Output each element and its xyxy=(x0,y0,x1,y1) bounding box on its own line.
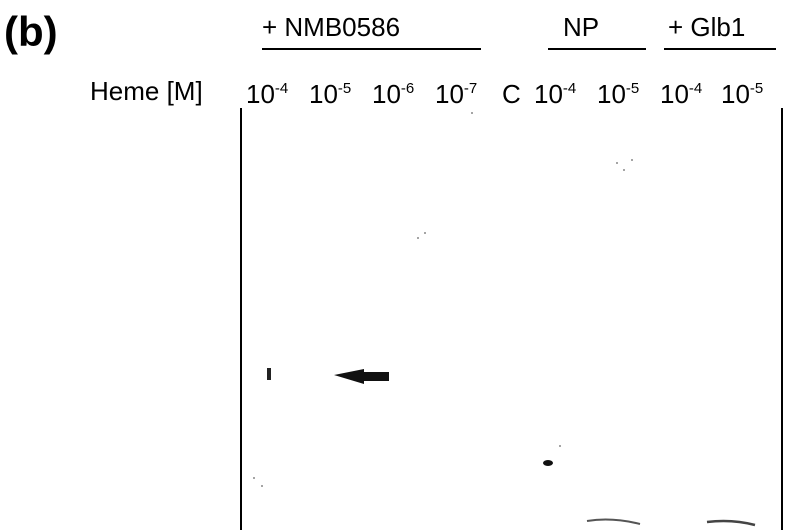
lane-base: 10 xyxy=(309,79,338,109)
spot xyxy=(543,460,553,466)
lane-exponent: -5 xyxy=(750,80,763,97)
lane-base: 10 xyxy=(246,79,275,109)
panel-label: (b) xyxy=(4,8,58,56)
lane-base: 10 xyxy=(372,79,401,109)
lane-base: 10 xyxy=(597,79,626,109)
lane-label: 10-4 xyxy=(246,79,288,110)
lane-label: 10-4 xyxy=(534,79,576,110)
lane-base: 10 xyxy=(435,79,464,109)
lane-exponent: -4 xyxy=(563,80,576,97)
lane-exponent: -7 xyxy=(464,80,477,97)
lane-exponent: -4 xyxy=(689,80,702,97)
smear xyxy=(707,521,755,525)
lane-label: C xyxy=(502,79,521,110)
group-label: + NMB0586 xyxy=(262,12,400,43)
lane-base: 10 xyxy=(534,79,563,109)
lane-exponent: -5 xyxy=(338,80,351,97)
group-label: + Glb1 xyxy=(668,12,745,43)
figure: (b) + NMB0586 NP + Glb1 Heme [M] 10-410-… xyxy=(0,0,789,530)
lane-exponent: -5 xyxy=(626,80,639,97)
lane-base: 10 xyxy=(721,79,750,109)
lane-base: 10 xyxy=(660,79,689,109)
band xyxy=(267,368,271,380)
specks xyxy=(253,112,633,487)
group-label: NP xyxy=(563,12,599,43)
arrow xyxy=(334,369,389,384)
group-underline xyxy=(664,48,776,50)
gel-spots xyxy=(242,108,781,530)
lane-label: 10-6 xyxy=(372,79,414,110)
lane-label: 10-4 xyxy=(660,79,702,110)
lane-label: 10-7 xyxy=(435,79,477,110)
lane-label: 10-5 xyxy=(721,79,763,110)
lane-label: 10-5 xyxy=(309,79,351,110)
lane-label: 10-5 xyxy=(597,79,639,110)
lane-base: C xyxy=(502,79,521,109)
row-label: Heme [M] xyxy=(90,76,203,107)
gel-image xyxy=(240,108,783,530)
group-underline xyxy=(262,48,481,50)
lane-exponent: -6 xyxy=(401,80,414,97)
lane-exponent: -4 xyxy=(275,80,288,97)
group-underline xyxy=(548,48,646,50)
smear xyxy=(587,520,640,524)
